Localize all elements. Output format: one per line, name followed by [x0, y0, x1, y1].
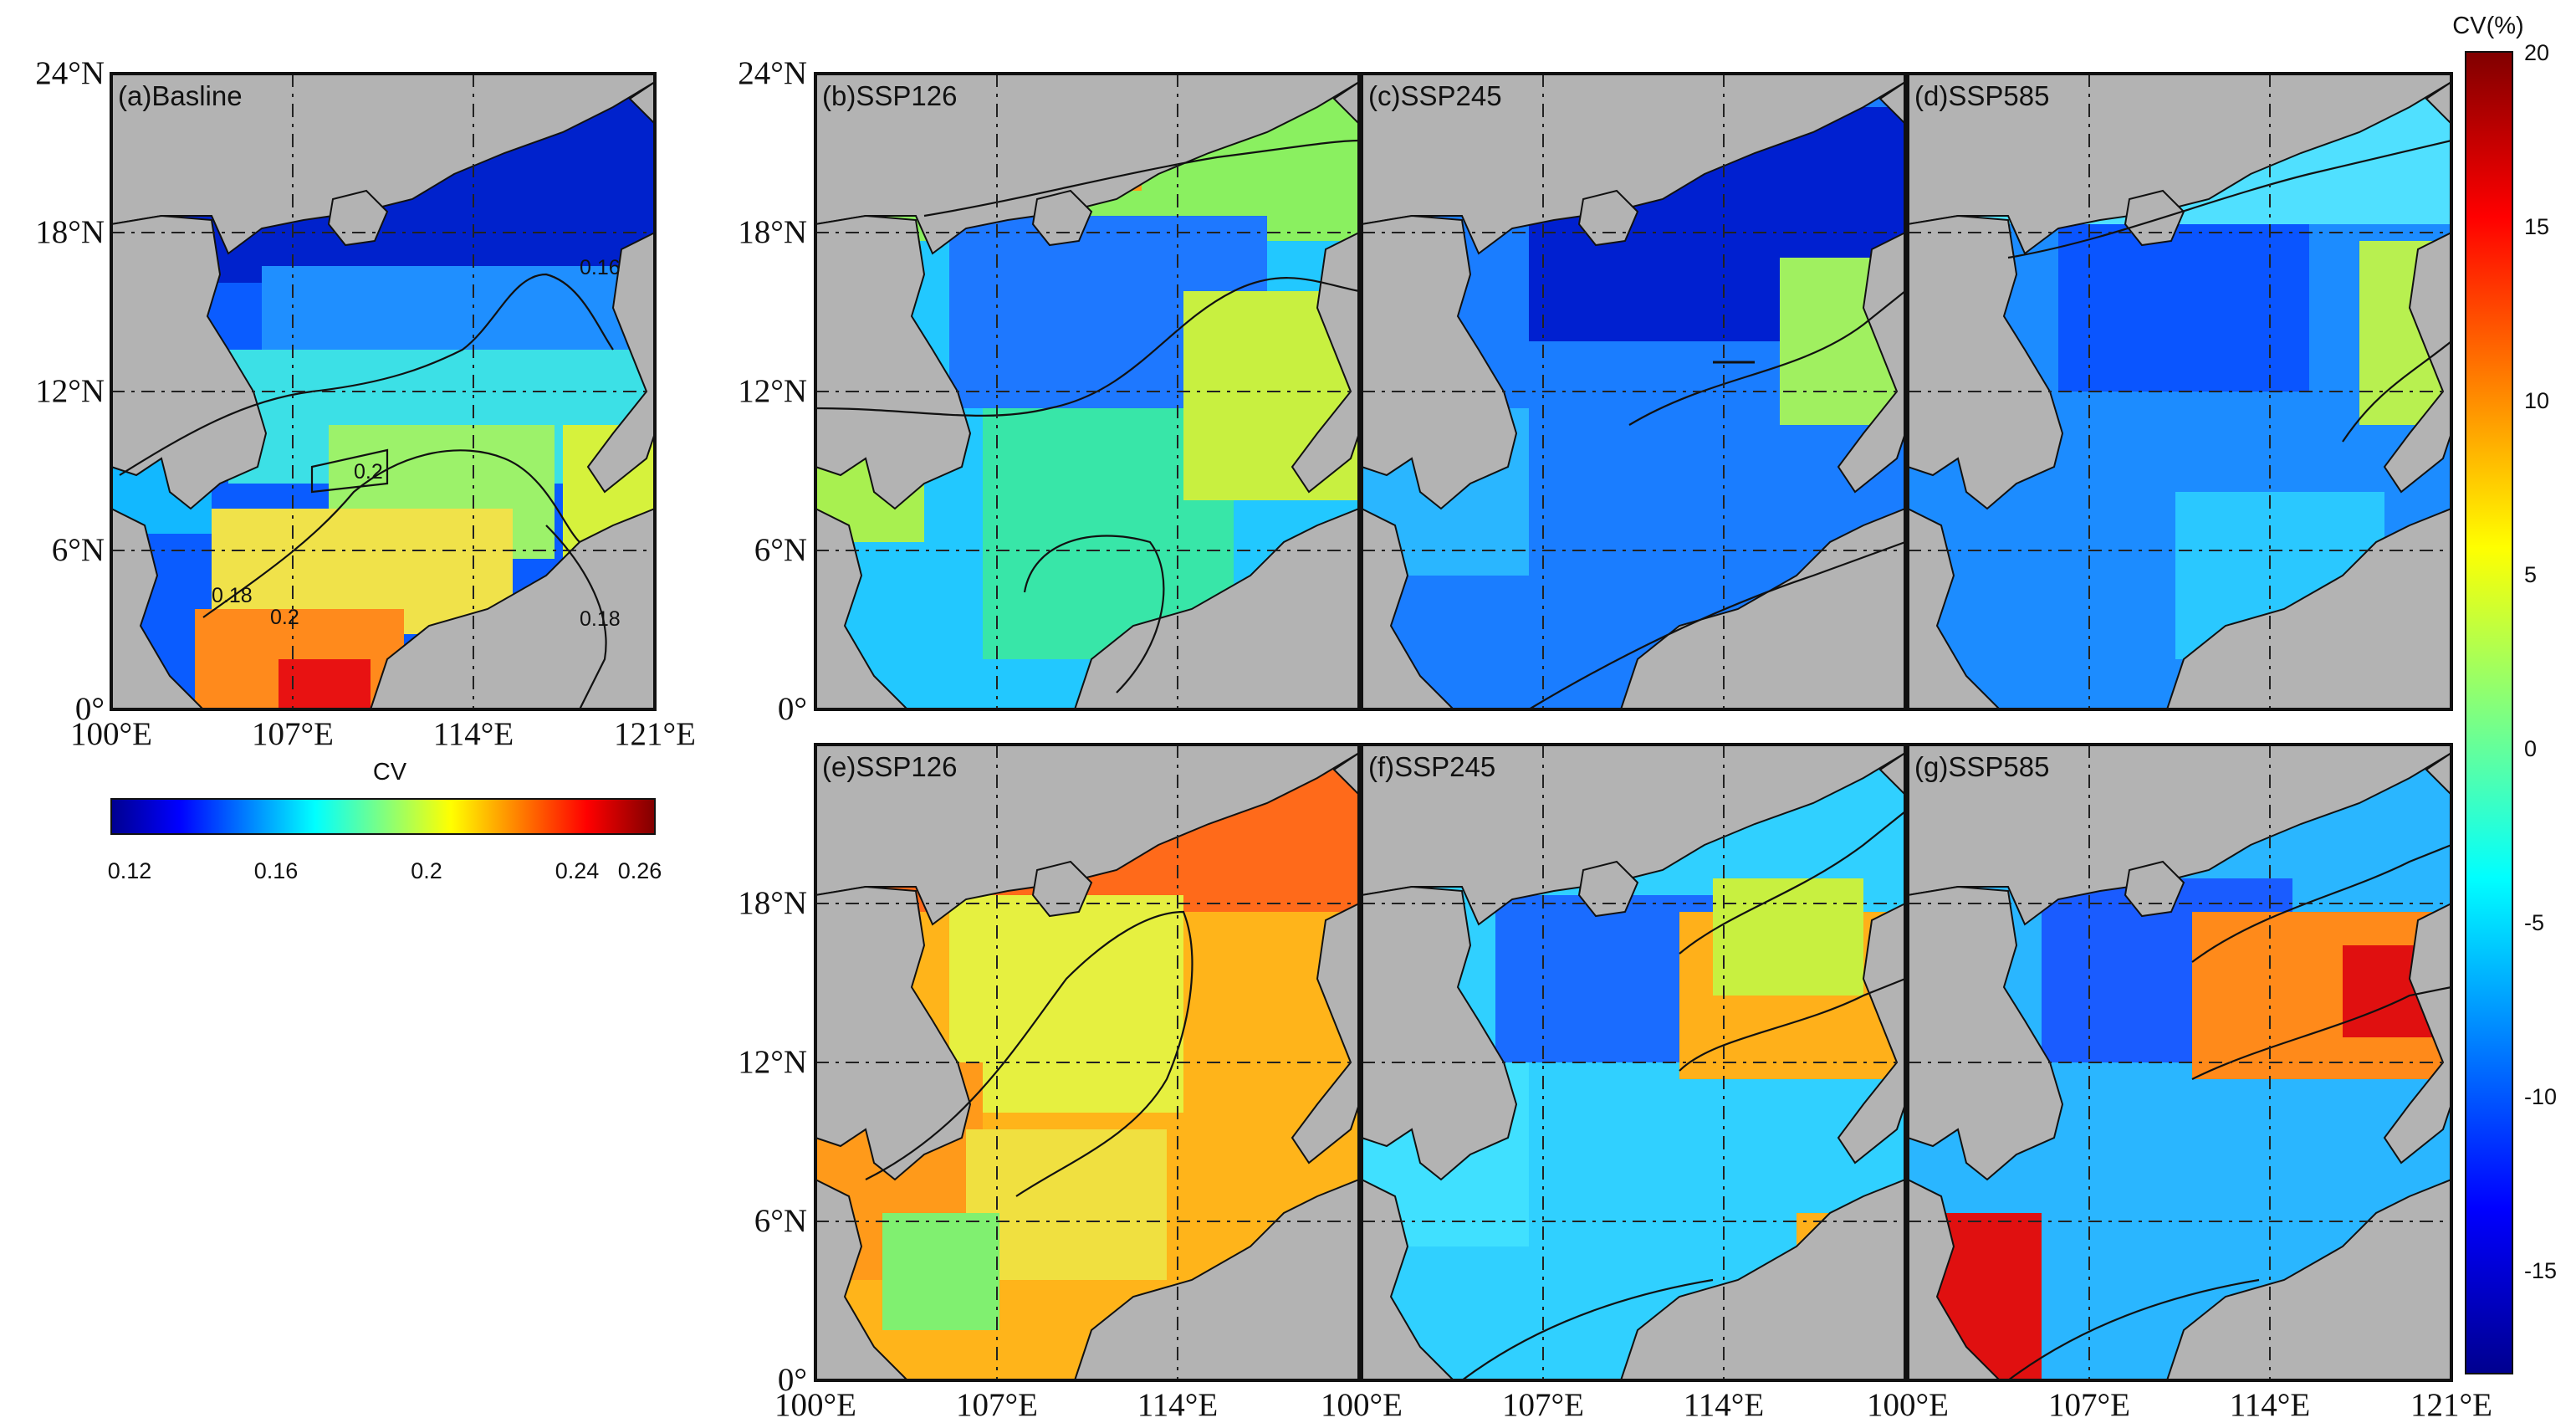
- lat-tick: 0°: [778, 1362, 807, 1398]
- lon-tick: 100°E: [70, 716, 152, 752]
- lon-tick: 107°E: [252, 716, 334, 752]
- cv-colorbar-title: CV: [373, 759, 407, 786]
- panel-a-lat-axis: 24°N 18°N 12°N 6°N 0°: [35, 55, 105, 727]
- panel-b-label: (b)SSP126: [822, 80, 957, 111]
- lon-tick: 114°E: [433, 716, 514, 752]
- panel-c-label: (c)SSP245: [1368, 80, 1502, 111]
- panel-c-ssp245-map: (c)SSP245: [1360, 72, 1907, 711]
- cv-colorbar-tick: 0.16: [254, 858, 299, 883]
- lat-tick: 6°N: [754, 532, 807, 568]
- panel-a-contour-label: 0.2: [354, 460, 383, 484]
- lon-tick: 107°E: [956, 1387, 1038, 1423]
- panel-e-label: (e)SSP126: [822, 751, 957, 782]
- lon-tick: 100°E: [1321, 1387, 1403, 1423]
- lat-tick: 24°N: [738, 55, 807, 91]
- panel-a-label: (a)Basline: [118, 80, 243, 111]
- cv-colorbar-tick: 0.12: [108, 858, 152, 883]
- panel-b-ssp126-map: (b)SSP126: [814, 72, 1361, 711]
- cv-colorbar-tick: 0.26: [618, 858, 662, 883]
- bottom-row-lat-axis: 18°N 12°N 6°N 0°: [738, 885, 807, 1398]
- panel-a-lon-axis: 100°E 107°E 114°E 121°E: [70, 716, 696, 752]
- cv-colorbar-tick: 0.2: [411, 858, 442, 883]
- lat-tick: 12°N: [738, 373, 807, 409]
- bottom-row-lon-axis: 100°E 107°E 114°E 100°E 107°E 114°E 100°…: [774, 1387, 2492, 1423]
- lat-tick: 24°N: [35, 55, 105, 91]
- change-colorbar-tick: 20: [2524, 40, 2549, 65]
- panel-a-contour-label: 0.16: [580, 256, 621, 279]
- panel-a-contour-label: 0.18: [580, 607, 621, 631]
- change-colorbar: CV(%) 20 15 10 5 0 -5 -10 -15: [2452, 13, 2557, 1374]
- panel-g-label: (g)SSP585: [1914, 751, 2049, 782]
- change-colorbar-tick: 10: [2524, 388, 2549, 413]
- cv-colorbar-tick: 0.24: [555, 858, 600, 883]
- panel-f-label: (f)SSP245: [1368, 751, 1495, 782]
- lat-tick: 18°N: [35, 214, 105, 250]
- lon-tick: 114°E: [1137, 1387, 1218, 1423]
- lon-tick: 107°E: [2048, 1387, 2130, 1423]
- lat-tick: 6°N: [754, 1203, 807, 1239]
- cv-colorbar: CV 0.12 0.16 0.2 0.24 0.26: [108, 759, 662, 883]
- panel-a-frame: [110, 72, 657, 711]
- change-colorbar-tick: 0: [2524, 736, 2537, 761]
- lon-tick: 121°E: [614, 716, 696, 752]
- lat-tick: 18°N: [738, 214, 807, 250]
- lat-tick: 12°N: [738, 1044, 807, 1080]
- lon-tick: 121°E: [2410, 1387, 2492, 1423]
- panel-e-ssp126-map: (e)SSP126: [814, 743, 1361, 1382]
- lat-tick: 12°N: [35, 373, 105, 409]
- panel-a-grid: [111, 74, 655, 709]
- lon-tick: 114°E: [1684, 1387, 1764, 1423]
- lat-tick: 6°N: [52, 532, 105, 568]
- panel-g-ssp585-map: (g)SSP585: [1906, 743, 2453, 1382]
- lon-tick: 107°E: [1502, 1387, 1584, 1423]
- panel-d-label: (d)SSP585: [1914, 80, 2049, 111]
- change-colorbar-tick: -10: [2524, 1084, 2557, 1109]
- panel-a-baseline-map: (a)Basline 0.2 0.18 0.2 0.18 0.16: [110, 72, 657, 711]
- change-colorbar-tick: 5: [2524, 562, 2537, 587]
- lon-tick: 100°E: [774, 1387, 856, 1423]
- lat-tick: 0°: [778, 691, 807, 727]
- panel-d-ssp585-map: (d)SSP585: [1906, 72, 2453, 711]
- lon-tick: 100°E: [1867, 1387, 1949, 1423]
- top-row-lat-axis: 24°N 18°N 12°N 6°N 0°: [738, 55, 807, 727]
- change-colorbar-title: CV(%): [2452, 13, 2523, 39]
- change-colorbar-tick: 15: [2524, 214, 2549, 239]
- change-colorbar-bar: [2465, 51, 2513, 1374]
- cv-colorbar-bar: [110, 798, 656, 835]
- lon-tick: 114°E: [2230, 1387, 2310, 1423]
- lat-tick: 0°: [75, 691, 105, 727]
- panel-a-contour-label: 0.2: [270, 606, 299, 629]
- panel-a-contour-label: 0.18: [212, 584, 253, 607]
- lat-tick: 18°N: [738, 885, 807, 921]
- change-colorbar-tick: -15: [2524, 1258, 2557, 1283]
- change-colorbar-tick: -5: [2524, 910, 2544, 935]
- panel-f-ssp245-map: (f)SSP245: [1360, 743, 1907, 1382]
